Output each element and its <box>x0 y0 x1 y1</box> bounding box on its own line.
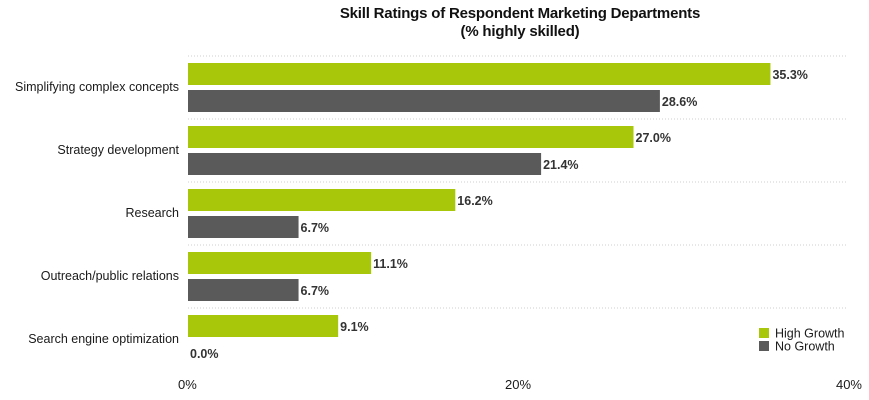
bar-high-growth <box>188 315 339 337</box>
category-label: Outreach/public relations <box>41 269 179 283</box>
legend-swatch <box>759 341 769 351</box>
data-label: 35.3% <box>772 68 807 82</box>
chart-title: Skill Ratings of Respondent Marketing De… <box>339 5 701 22</box>
data-label: 16.2% <box>457 194 492 208</box>
category-label: Research <box>126 206 180 220</box>
data-label: 28.6% <box>662 95 697 109</box>
x-tick-label: 20% <box>505 377 531 392</box>
bar-high-growth <box>188 126 634 148</box>
category-label: Search engine optimization <box>28 332 179 346</box>
bar-no-growth <box>188 90 660 112</box>
legend-swatch <box>759 328 769 338</box>
x-tick-label: 40% <box>836 377 862 392</box>
data-label: 21.4% <box>543 158 578 172</box>
data-label: 0.0% <box>190 347 219 361</box>
bar-no-growth <box>188 279 299 301</box>
category-label: Strategy development <box>57 143 179 157</box>
bar-no-growth <box>188 153 542 175</box>
chart-subtitle: (% highly skilled) <box>460 23 580 40</box>
x-tick-label: 0% <box>178 377 197 392</box>
data-label: 6.7% <box>301 284 330 298</box>
bar-no-growth <box>188 216 299 238</box>
data-label: 11.1% <box>373 257 408 271</box>
data-label: 9.1% <box>340 320 369 334</box>
legend-label: No Growth <box>775 340 835 354</box>
bar-high-growth <box>188 63 771 85</box>
legend-label: High Growth <box>775 327 845 341</box>
data-label: 6.7% <box>301 221 330 235</box>
data-label: 27.0% <box>636 131 671 145</box>
category-label: Simplifying complex concepts <box>15 80 179 94</box>
bar-high-growth <box>188 189 456 211</box>
bar-high-growth <box>188 252 372 274</box>
